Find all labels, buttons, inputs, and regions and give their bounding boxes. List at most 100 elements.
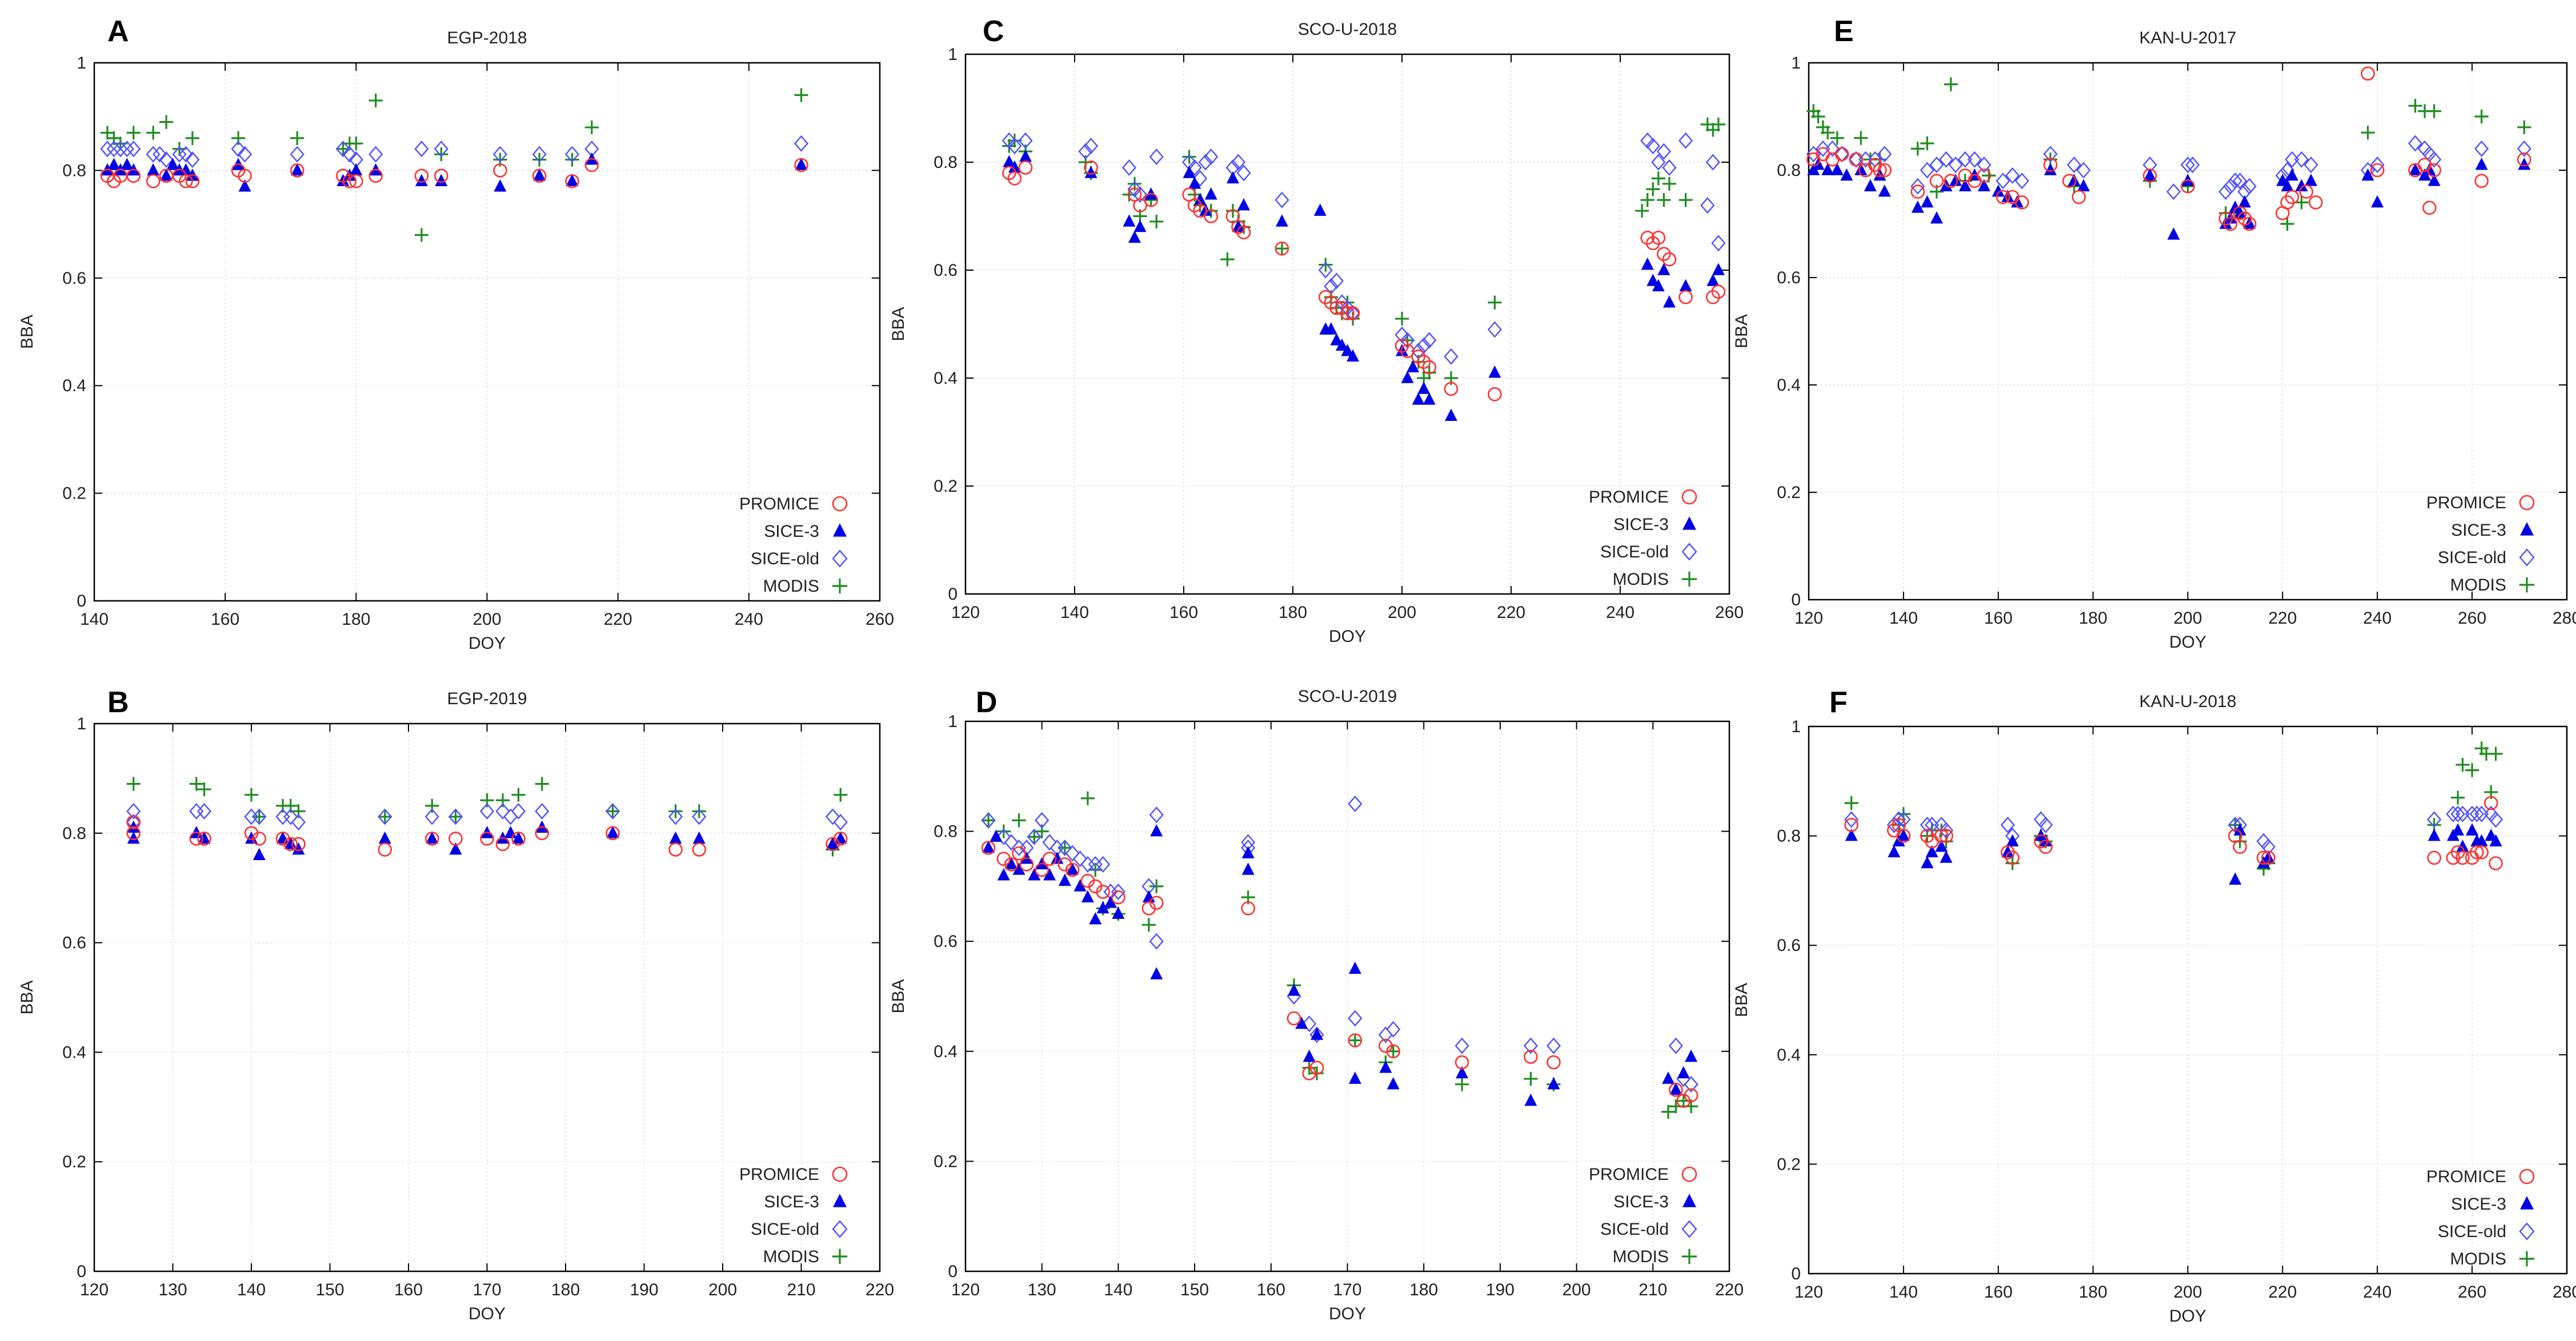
x-tick-label: 210 <box>1638 1280 1667 1299</box>
data-point-sice-old <box>1345 305 1360 322</box>
data-point-sice-old <box>1231 154 1246 171</box>
y-tick-label: 0 <box>1791 1264 1801 1283</box>
legend-marker-sice-old <box>2519 548 2535 567</box>
data-point-promice <box>2242 216 2257 231</box>
panel-letter: F <box>1829 686 1848 719</box>
data-point-sice-old <box>2043 146 2058 163</box>
y-tick-label: 0 <box>948 1262 958 1281</box>
data-point-sice-3 <box>1232 219 1245 232</box>
data-point-modis <box>981 813 996 828</box>
data-point-sice-old <box>1711 235 1726 252</box>
data-point-promice <box>126 168 141 183</box>
data-point-sice-3 <box>1921 856 1934 869</box>
data-point-modis <box>584 120 599 135</box>
data-point-modis <box>1182 150 1196 164</box>
data-point-sice-old <box>1193 170 1208 187</box>
legend-marker-sice-old <box>832 549 848 568</box>
data-point-promice <box>1204 209 1219 223</box>
data-point-promice <box>1275 241 1289 256</box>
data-point-sice-old <box>2517 140 2531 157</box>
data-point-promice <box>2489 856 2503 870</box>
data-point-modis <box>692 804 706 818</box>
data-point-sice-3 <box>1348 961 1361 974</box>
data-point-sice-3 <box>292 842 305 855</box>
data-point-modis <box>2280 216 2294 231</box>
data-point-promice <box>2014 195 2029 210</box>
data-point-modis <box>434 147 448 162</box>
data-point-promice <box>1849 152 1864 167</box>
data-point-sice-old <box>1877 146 1892 163</box>
legend-label: SICE-old <box>2438 548 2506 567</box>
x-tick-label: 140 <box>237 1280 266 1299</box>
data-point-sice-old <box>119 140 134 158</box>
data-point-sice-old <box>126 140 141 158</box>
y-tick-label: 0.8 <box>62 824 86 843</box>
legend-label: MODIS <box>1613 570 1669 589</box>
data-point-sice-3 <box>566 174 579 187</box>
legend-marker-promice <box>2519 495 2535 511</box>
data-point-promice <box>1488 387 1502 402</box>
data-point-sice-3 <box>2167 227 2180 240</box>
data-point-sice-3 <box>1940 850 1953 863</box>
data-point-modis <box>1662 176 1677 191</box>
data-point-sice-3 <box>198 831 211 844</box>
data-point-sice-3 <box>1662 295 1676 308</box>
data-point-modis <box>668 804 683 818</box>
data-point-sice-old <box>189 802 204 820</box>
data-point-promice <box>2427 163 2442 178</box>
data-point-sice-3 <box>606 826 619 838</box>
data-point-sice-3 <box>415 174 428 187</box>
data-point-promice <box>584 158 599 172</box>
data-point-promice <box>1411 349 1425 364</box>
data-point-sice-3 <box>1311 1027 1324 1040</box>
data-point-sice-3 <box>107 158 121 170</box>
data-point-sice-3 <box>1066 862 1079 875</box>
data-point-sice-3 <box>1417 382 1431 394</box>
legend-label: SICE-3 <box>1613 515 1669 534</box>
data-point-promice <box>126 826 141 841</box>
data-point-sice-3 <box>1958 179 1972 191</box>
data-point-modis <box>606 804 620 818</box>
data-point-sice-3 <box>2068 174 2081 186</box>
legend-marker-modis <box>1681 1248 1697 1264</box>
y-tick-label: 1 <box>1791 54 1801 73</box>
data-point-promice <box>1236 225 1251 240</box>
data-point-promice <box>1042 852 1057 866</box>
data-point-sice-old <box>1018 132 1033 149</box>
x-axis-label: DOY <box>1329 627 1366 646</box>
data-point-promice <box>1018 160 1033 175</box>
data-point-promice <box>291 837 306 852</box>
data-point-promice <box>1007 171 1022 186</box>
data-point-sice-old <box>1011 840 1027 856</box>
data-point-sice-old <box>2228 172 2243 190</box>
data-point-modis <box>189 777 203 791</box>
x-tick-label: 160 <box>1169 603 1198 622</box>
data-point-sice-old <box>1834 146 1849 163</box>
data-point-modis <box>565 152 579 167</box>
data-point-sice-old <box>492 146 508 163</box>
x-tick-label: 220 <box>604 610 632 629</box>
data-point-sice-old <box>2218 183 2233 200</box>
data-point-modis <box>2455 757 2470 772</box>
data-point-sice-3 <box>1456 1066 1469 1079</box>
data-point-sice-old <box>2469 805 2485 822</box>
data-point-sice-3 <box>2518 157 2531 170</box>
data-point-sice-old <box>2233 172 2248 190</box>
data-point-promice <box>1149 896 1164 910</box>
y-axis-label: BBA <box>18 980 37 1014</box>
y-tick-label: 0.2 <box>934 1152 958 1171</box>
legend-marker-sice-3 <box>2520 522 2534 536</box>
data-point-modis <box>126 126 141 140</box>
data-point-sice-old <box>2427 151 2442 168</box>
data-point-sice-old <box>2185 156 2200 174</box>
data-point-sice-3 <box>1303 1049 1316 1062</box>
data-point-sice-old <box>113 140 128 158</box>
data-point-promice <box>493 163 507 178</box>
data-point-promice <box>2005 850 2020 865</box>
data-point-sice-3 <box>2285 168 2298 181</box>
data-point-promice <box>1939 829 1953 843</box>
data-point-sice-3 <box>1657 263 1670 275</box>
x-tick-label: 180 <box>1279 603 1307 622</box>
x-tick-label: 160 <box>394 1280 423 1299</box>
data-point-sice-3 <box>1150 824 1163 837</box>
